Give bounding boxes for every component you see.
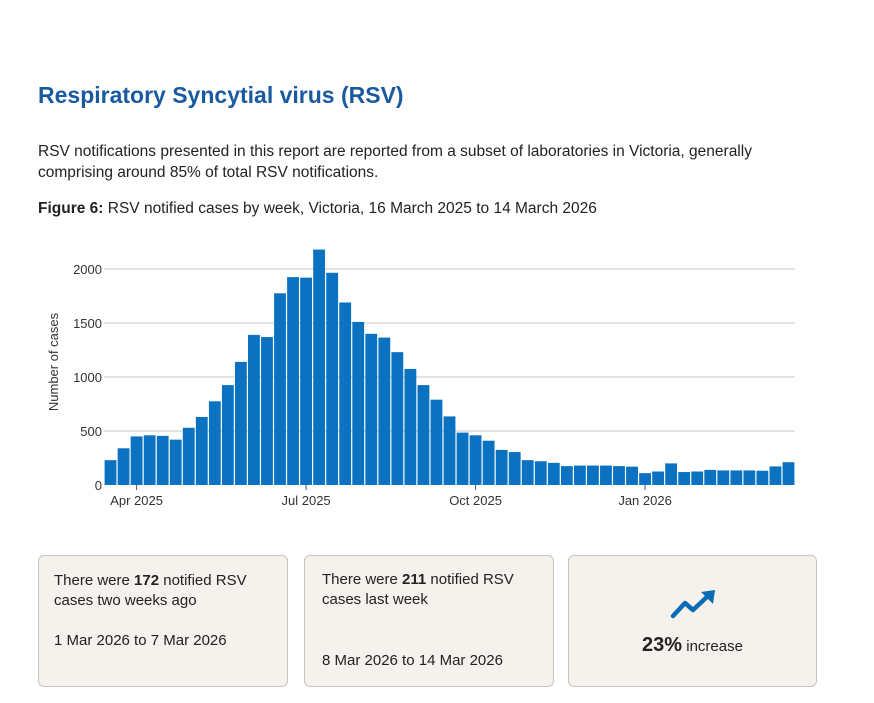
- card-2-pre: There were: [322, 571, 403, 588]
- bar-week-13: [261, 337, 273, 485]
- figure-caption-text: RSV notified cases by week, Victoria, 16…: [107, 200, 597, 217]
- bar-week-28: [456, 432, 469, 485]
- bar-week-9: [208, 401, 221, 485]
- intro-paragraph: RSV notifications presented in this repo…: [38, 143, 752, 181]
- bar-week-40: [613, 466, 625, 485]
- bar-week-4: [143, 435, 156, 485]
- bar-week-3: [130, 436, 143, 485]
- bar-week-12: [248, 334, 260, 485]
- bar-week-52: [769, 466, 782, 485]
- bar-week-32: [508, 452, 521, 485]
- bar-week-35: [547, 462, 560, 485]
- bar-week-16: [300, 277, 313, 485]
- bar-week-29: [469, 435, 482, 485]
- bar-week-33: [521, 460, 534, 485]
- bar-week-31: [495, 449, 508, 485]
- figure-caption: Figure 6: RSV notified cases by week, Vi…: [38, 200, 597, 218]
- bar-week-15: [287, 277, 299, 485]
- bar-week-36: [560, 466, 573, 485]
- y-axis-label: Number of cases: [46, 312, 61, 411]
- y-axis-ticks: 0 500 1000 1500 2000: [73, 262, 102, 493]
- increase-label: increase: [686, 638, 743, 655]
- bar-week-51: [756, 470, 769, 485]
- card-2-post: notified RSV cases last week: [322, 571, 514, 608]
- bar-week-27: [443, 416, 456, 485]
- bar-week-41: [626, 466, 638, 485]
- card-two-weeks-ago: There were 172 notified RSV cases two we…: [38, 555, 288, 687]
- bar-week-46: [691, 471, 704, 485]
- bar-week-37: [573, 465, 586, 485]
- bar-week-17: [313, 249, 326, 485]
- card-two-weeks-ago-text: There were 172 notified RSV cases two we…: [54, 571, 279, 611]
- bar-week-42: [639, 473, 651, 485]
- y-tick-label: 500: [80, 424, 102, 439]
- card-1-count: 172: [134, 572, 160, 589]
- bar-week-50: [743, 470, 756, 485]
- bar-week-34: [534, 461, 547, 485]
- card-increase: 23% increase: [568, 555, 817, 687]
- y-tick-label: 2000: [73, 262, 102, 277]
- bars: [104, 249, 795, 485]
- bar-week-7: [182, 427, 195, 485]
- bar-week-45: [678, 472, 691, 485]
- card-last-week-text: There were 211 notified RSV cases last w…: [322, 570, 547, 610]
- bar-week-6: [169, 439, 182, 485]
- increase-text: 23% increase: [569, 634, 816, 657]
- bar-week-8: [195, 416, 208, 485]
- card-2-count: 211: [402, 571, 427, 588]
- card-two-weeks-ago-date: 1 Mar 2026 to 7 Mar 2026: [54, 632, 227, 649]
- y-tick-label: 1000: [73, 370, 102, 385]
- increase-percent: 23%: [642, 634, 683, 656]
- bar-week-11: [234, 361, 247, 485]
- bar-week-10: [221, 385, 234, 485]
- bar-week-2: [117, 448, 130, 485]
- card-last-week: There were 211 notified RSV cases last w…: [304, 555, 554, 687]
- figure-label: Figure 6:: [38, 200, 104, 217]
- bar-week-48: [717, 470, 730, 485]
- bar-week-19: [339, 302, 352, 485]
- bar-week-30: [482, 440, 495, 485]
- bar-week-5: [156, 435, 169, 485]
- bar-week-24: [404, 368, 417, 485]
- page-title: Respiratory Syncytial virus (RSV): [38, 82, 404, 108]
- bar-week-21: [365, 333, 378, 485]
- bar-week-18: [326, 272, 339, 485]
- x-axis-ticks: Apr 2025 Jul 2025 Oct 2025 Jan 2026: [110, 485, 672, 508]
- x-tick-label: Oct 2025: [449, 493, 502, 508]
- bar-week-1: [104, 460, 117, 485]
- bar-week-26: [430, 399, 443, 485]
- y-tick-label: 0: [95, 478, 102, 493]
- bar-week-14: [274, 293, 286, 485]
- bar-week-20: [352, 321, 365, 485]
- x-tick-label: Jul 2025: [282, 493, 331, 508]
- bar-week-47: [704, 469, 717, 485]
- bar-week-38: [586, 465, 599, 485]
- bar-week-39: [600, 465, 612, 485]
- rsv-weekly-bar-chart: 0 500 1000 1500 2000 Apr 2025 Jul 2025 Oct 202…: [46, 249, 795, 508]
- bar-week-49: [730, 470, 743, 485]
- bar-week-44: [665, 463, 678, 485]
- bar-week-25: [417, 385, 430, 485]
- card-1-pre: There were: [54, 572, 135, 589]
- bar-week-22: [378, 337, 391, 485]
- bar-week-53: [782, 462, 795, 485]
- y-tick-label: 1500: [73, 316, 102, 331]
- trend-up-icon: [670, 590, 715, 619]
- card-last-week-date: 8 Mar 2026 to 14 Mar 2026: [322, 652, 503, 669]
- x-tick-label: Apr 2025: [110, 493, 163, 508]
- bar-week-23: [391, 352, 404, 485]
- x-tick-label: Jan 2026: [618, 493, 672, 508]
- card-1-post: notified RSV cases two weeks ago: [54, 572, 247, 609]
- bar-week-43: [652, 471, 665, 485]
- gridlines: [104, 268, 795, 432]
